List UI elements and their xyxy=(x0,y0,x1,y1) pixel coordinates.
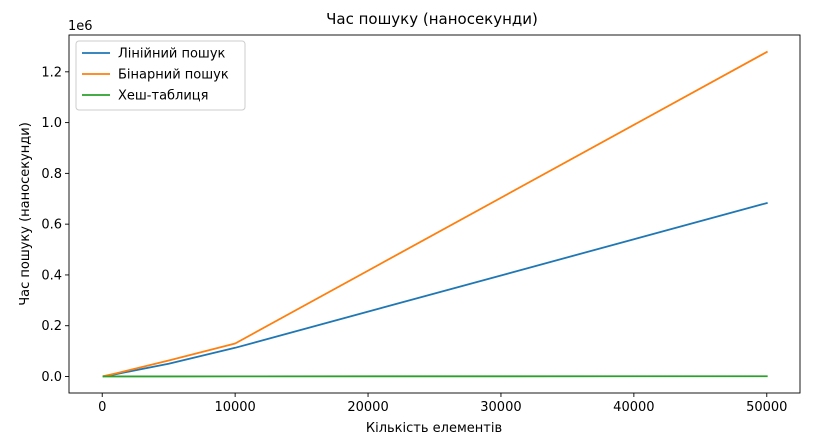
plot-frame xyxy=(68,34,801,394)
y-tick-label: 1.0 xyxy=(41,116,62,131)
x-tick-label: 40000 xyxy=(613,400,654,415)
chart-title: Час пошуку (наносекунди) xyxy=(326,10,538,28)
y-axis-label: Час пошуку (наносекунди) xyxy=(18,122,33,306)
x-tick-label: 30000 xyxy=(480,400,521,415)
y-tick-label: 0.6 xyxy=(41,218,62,233)
series-line-1 xyxy=(102,201,768,378)
plot-area xyxy=(68,34,801,394)
y-tick-label: 0.8 xyxy=(41,167,62,182)
x-tick-label: 0 xyxy=(98,400,106,415)
legend-box xyxy=(75,40,246,111)
legend-label: Бінарний пошук xyxy=(118,68,229,83)
y-tick-label: 1.2 xyxy=(41,65,62,80)
x-axis-ticks: 0 10000 20000 30000 40000 50000 xyxy=(98,393,787,415)
legend-label: Хеш-таблиця xyxy=(118,89,208,104)
x-tick-label: 50000 xyxy=(746,400,787,415)
y-axis-ticks: 0.0 0.2 0.4 0.6 0.8 1.0 1.2 xyxy=(41,65,69,385)
x-tick-label: 20000 xyxy=(347,400,388,415)
y-axis-offset-label: 1e6 xyxy=(68,19,93,34)
y-tick-label: 0.0 xyxy=(41,370,62,385)
y-tick-label: 0.2 xyxy=(41,319,62,334)
legend-label: Лінійний пошук xyxy=(118,47,226,62)
x-tick-label: 10000 xyxy=(214,400,255,415)
legend: Лінійний пошук Бінарний пошук Хеш-таблиця xyxy=(75,40,246,111)
x-axis-label: Кількість елементів xyxy=(366,421,502,436)
series-line-2 xyxy=(102,50,768,378)
y-tick-label: 0.4 xyxy=(41,268,62,283)
